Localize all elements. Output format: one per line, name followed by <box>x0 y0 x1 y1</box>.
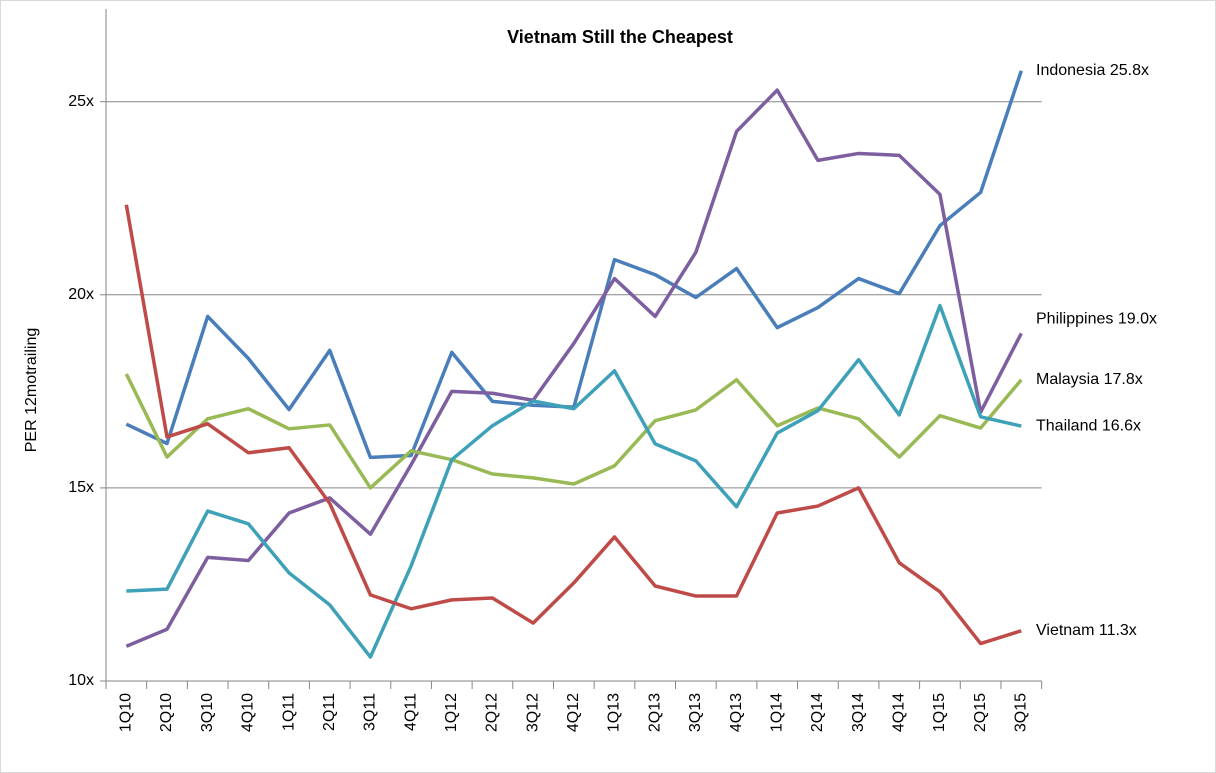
x-tick-label: 4Q10 <box>240 693 257 732</box>
x-tick-label: 3Q10 <box>199 693 216 732</box>
x-tick-label: 1Q15 <box>931 693 948 732</box>
x-tick-label: 3Q13 <box>687 693 704 732</box>
series-end-label: Vietnam 11.3x <box>1036 622 1137 639</box>
series-end-label: Malaysia 17.8x <box>1036 371 1143 388</box>
x-tick-label: 3Q11 <box>362 693 379 731</box>
x-tick-label: 3Q14 <box>850 693 867 732</box>
series-end-label: Philippines 19.0x <box>1036 311 1157 328</box>
x-tick-label: 2Q13 <box>646 693 663 732</box>
y-tick-label: 15x <box>68 479 94 496</box>
x-tick-label: 1Q12 <box>443 693 460 732</box>
x-tick-label: 2Q14 <box>809 693 826 732</box>
y-tick-label: 20x <box>68 286 94 303</box>
series-end-label: Indonesia 25.8x <box>1036 62 1149 79</box>
x-tick-label: 1Q11 <box>280 693 297 731</box>
y-axis-title: PER 12motrailing <box>23 328 40 453</box>
x-tick-label: 4Q12 <box>565 693 582 732</box>
x-tick-label: 3Q15 <box>1013 693 1030 732</box>
series-line <box>124 204 1022 646</box>
series-line <box>125 88 1023 648</box>
x-tick-label: 2Q15 <box>972 693 989 732</box>
x-tick-label: 3Q12 <box>524 693 541 732</box>
x-tick-label: 1Q10 <box>118 693 135 732</box>
y-tick-label: 25x <box>68 93 94 110</box>
x-tick-label: 1Q13 <box>606 693 623 732</box>
y-tick-label: 10x <box>68 672 94 689</box>
x-tick-label: 2Q12 <box>484 693 501 732</box>
x-tick-label: 4Q13 <box>728 693 745 732</box>
series-end-label: Thailand 16.6x <box>1036 417 1141 434</box>
chart-title: Vietnam Still the Cheapest <box>507 27 733 47</box>
x-tick-label: 4Q11 <box>402 693 419 731</box>
series-line <box>126 303 1022 659</box>
x-tick-label: 4Q14 <box>890 693 907 732</box>
x-tick-label: 2Q11 <box>321 693 338 731</box>
series-line <box>124 373 1023 490</box>
x-tick-label: 2Q10 <box>158 693 175 732</box>
x-tick-label: 1Q14 <box>768 693 785 732</box>
